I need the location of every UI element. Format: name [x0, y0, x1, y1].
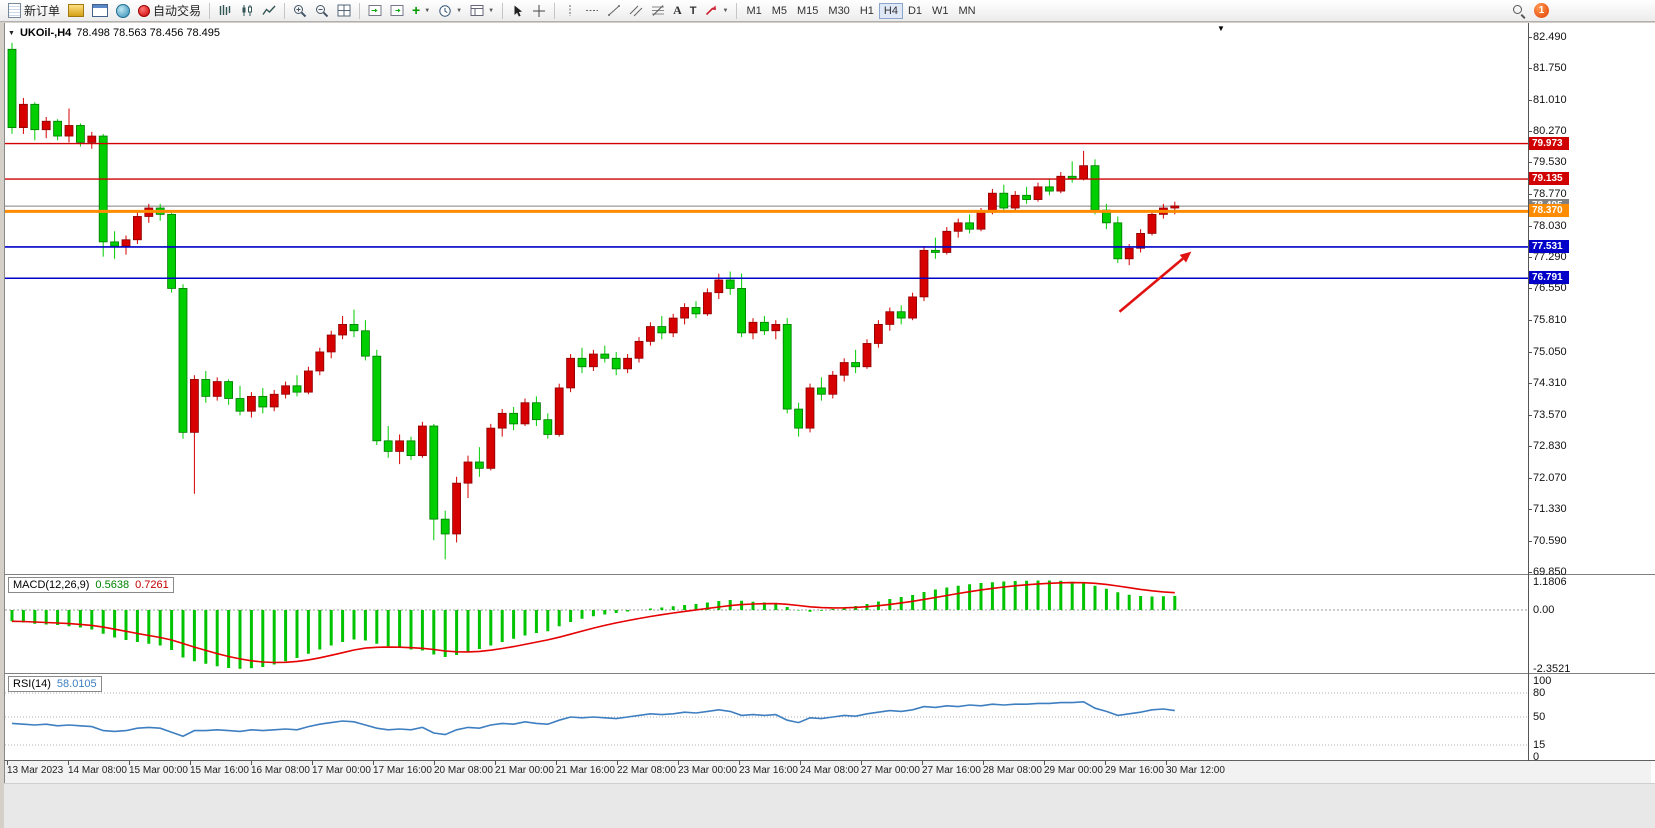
auto-trading-icon: [138, 4, 151, 17]
price-axis-border: [1528, 23, 1529, 761]
rsi-pane[interactable]: [5, 674, 1528, 760]
clock-icon: [439, 4, 451, 17]
add-indicator-icon: +: [412, 2, 421, 18]
macd-main-value: 0.5638: [95, 579, 130, 591]
trendline-icon: [608, 5, 621, 16]
bar-chart-icon: [219, 5, 231, 15]
data-window-icon: [116, 3, 131, 18]
market-watch-button[interactable]: [88, 2, 112, 20]
notification-badge[interactable]: 1: [1534, 3, 1549, 18]
vertical-line-tool-button[interactable]: [559, 2, 581, 20]
data-window-button[interactable]: [112, 2, 134, 20]
search-icon[interactable]: [1512, 4, 1526, 18]
candlestick-chart-icon: [242, 5, 253, 16]
pane-splitter[interactable]: [4, 673, 1655, 674]
fibonacci-tool-button[interactable]: [647, 2, 669, 20]
horizontal-line-icon: [586, 10, 599, 11]
auto-trading-button[interactable]: 自动交易: [134, 2, 205, 20]
timeframe-m15[interactable]: M15: [797, 4, 819, 17]
toolbar-separator: [284, 2, 286, 19]
rsi-indicator-label: RSI(14) 58.0105: [8, 676, 102, 692]
arrows-tool-button[interactable]: ▼: [700, 2, 732, 20]
templates-button[interactable]: ▼: [466, 2, 498, 20]
text-tool-icon: A: [673, 3, 682, 17]
timeframe-d1[interactable]: D1: [907, 4, 922, 17]
macd-name: MACD(12,26,9): [13, 579, 90, 591]
toolbar-separator: [359, 2, 361, 19]
auto-scroll-icon: [390, 5, 404, 16]
crosshair-icon: [533, 4, 546, 17]
price-axis[interactable]: [1529, 23, 1655, 760]
template-icon: [470, 5, 484, 16]
trendline-tool-button[interactable]: [603, 2, 625, 20]
auto-trading-label: 自动交易: [153, 4, 202, 18]
toolbar-separator: [502, 2, 504, 19]
label-tool-icon: T: [689, 4, 697, 17]
timeframe-w1[interactable]: W1: [932, 4, 949, 17]
periods-button[interactable]: ▼: [434, 2, 466, 20]
tile-windows-button[interactable]: [333, 2, 355, 20]
status-area: [4, 783, 1655, 828]
horizontal-line-tool-button[interactable]: [581, 2, 603, 20]
label-tool-button[interactable]: T: [686, 2, 701, 20]
toolbar: 新订单 自动交易: [0, 0, 1655, 22]
ohlc-values-label: 78.498 78.563 78.456 78.495: [76, 27, 221, 39]
toolbar-separator: [736, 2, 738, 19]
chart-shift-button[interactable]: [364, 2, 386, 20]
chart-shift-icon: [368, 5, 382, 16]
new-order-icon: [8, 3, 21, 18]
new-order-label: 新订单: [24, 4, 61, 18]
add-indicator-button[interactable]: + ▼: [408, 2, 434, 20]
fibonacci-icon: [652, 5, 665, 16]
macd-pane[interactable]: [5, 575, 1528, 673]
collapse-triangle-icon[interactable]: ▼: [8, 29, 15, 37]
zoom-in-icon: [294, 4, 307, 17]
candlestick-chart-button[interactable]: [236, 2, 258, 20]
macd-signal-value: 0.7261: [135, 579, 169, 591]
price-pane[interactable]: [5, 23, 1528, 574]
chart-title: ▼ UKOil-,H4 78.498 78.563 78.456 78.495: [8, 27, 220, 39]
profiles-button[interactable]: [64, 2, 88, 20]
timeframe-m1[interactable]: M1: [746, 4, 762, 17]
chevron-down-icon[interactable]: ▼: [488, 7, 495, 14]
channel-icon: [629, 5, 643, 17]
tile-windows-icon: [337, 4, 351, 17]
zoom-in-button[interactable]: [289, 2, 311, 20]
vertical-line-icon: [569, 5, 571, 16]
auto-scroll-button[interactable]: [386, 2, 408, 20]
channel-tool-button[interactable]: [625, 2, 647, 20]
timeframe-m5[interactable]: M5: [771, 4, 787, 17]
pane-splitter: [4, 760, 1655, 761]
line-chart-icon: [262, 5, 276, 15]
timeframe-h4[interactable]: H4: [878, 2, 903, 19]
zoom-out-button[interactable]: [311, 2, 333, 20]
bar-chart-button[interactable]: [214, 2, 236, 20]
timeframe-h1[interactable]: H1: [859, 4, 874, 17]
macd-indicator-label: MACD(12,26,9) 0.5638 0.7261: [8, 577, 174, 593]
arrow-tool-icon: [706, 5, 717, 16]
new-order-button[interactable]: 新订单: [4, 2, 64, 20]
market-watch-icon: [92, 4, 109, 17]
chevron-down-icon[interactable]: ▼: [424, 7, 431, 14]
zoom-out-icon: [316, 4, 329, 17]
symbol-period-label: UKOil-,H4: [19, 27, 72, 39]
pane-splitter[interactable]: [4, 574, 1655, 575]
toolbar-separator: [209, 2, 211, 19]
text-tool-button[interactable]: A: [669, 2, 686, 20]
timeframe-mn[interactable]: MN: [958, 4, 976, 17]
rsi-value: 58.0105: [56, 678, 97, 690]
time-axis[interactable]: [5, 761, 1651, 783]
cursor-tool-button[interactable]: [507, 2, 528, 20]
chevron-down-icon[interactable]: ▼: [456, 7, 463, 14]
chevron-down-icon[interactable]: ▼: [722, 7, 729, 14]
crosshair-tool-button[interactable]: [528, 2, 550, 20]
timeframe-m30[interactable]: M30: [828, 4, 850, 17]
scroll-to-end-icon[interactable]: ▼: [1217, 24, 1225, 33]
line-chart-button[interactable]: [258, 2, 280, 20]
profiles-icon: [68, 4, 85, 17]
cursor-icon: [514, 5, 523, 16]
rsi-name: RSI(14): [13, 678, 51, 690]
toolbar-separator: [554, 2, 556, 19]
